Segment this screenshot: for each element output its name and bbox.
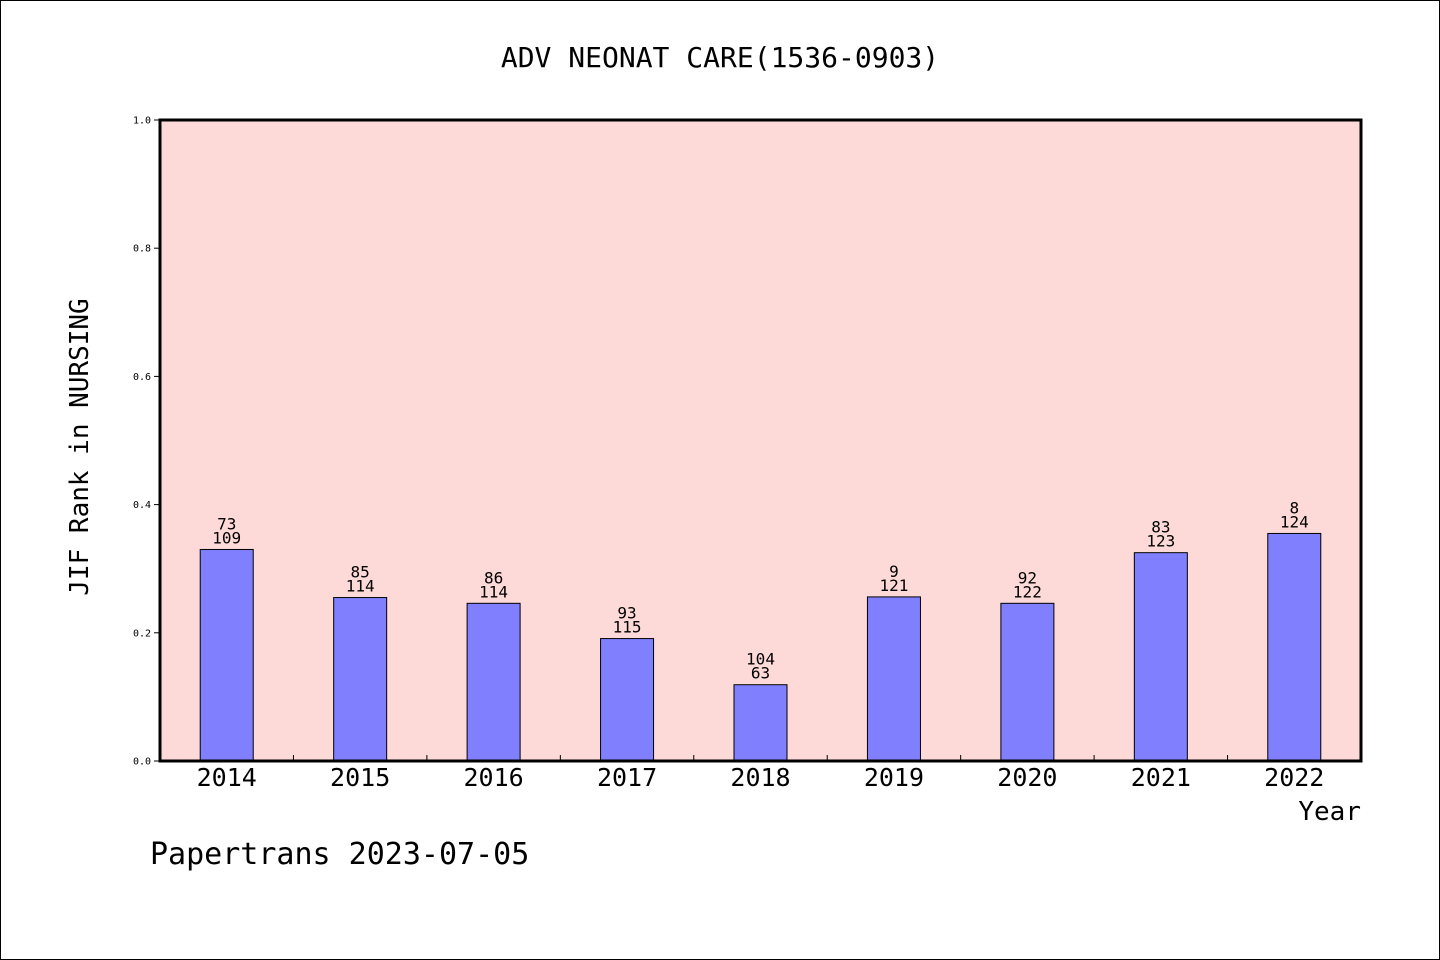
bar-label-top: 104 — [746, 650, 775, 669]
bar-2016 — [466, 602, 521, 762]
bar-2018 — [733, 684, 788, 762]
x-tick-label: 2015 — [330, 763, 390, 792]
x-tick-label: 2019 — [864, 763, 924, 792]
bar-label-bottom: 114 — [479, 582, 508, 601]
bar-label-top: 83 — [1151, 518, 1170, 537]
credit-text: Papertrans 2023-07-05 — [150, 837, 529, 872]
bar-2014 — [199, 548, 254, 762]
bar-label-bottom: 114 — [346, 577, 375, 596]
bar-label-bottom: 63 — [751, 664, 770, 683]
x-tick-label: 2022 — [1264, 763, 1324, 792]
bar-2015 — [333, 597, 388, 762]
x-tick-label: 2020 — [997, 763, 1057, 792]
bar-2020 — [1000, 602, 1055, 762]
x-tick-label: 2016 — [464, 763, 524, 792]
bar-label-bottom: 115 — [613, 618, 642, 637]
chart-title: ADV NEONAT CARE(1536-0903) — [501, 41, 939, 74]
x-axis: 2014 2015 2016 2017 2018 2019 2020 2021 2022 — [197, 755, 1324, 792]
bar-label-top: 85 — [351, 563, 370, 582]
y-tick-label: 0.8 — [133, 244, 151, 255]
bar-label-top: 92 — [1018, 568, 1037, 587]
bar-label-bottom: 124 — [1280, 512, 1309, 531]
bar-label-bottom: 123 — [1146, 532, 1175, 551]
bar-2017 — [600, 638, 655, 762]
bar-2022 — [1267, 532, 1322, 762]
bar-2021 — [1133, 552, 1188, 762]
bar-label-top: 93 — [617, 604, 636, 623]
bars-group — [199, 532, 1322, 762]
bar-label-bottom: 121 — [879, 576, 908, 595]
bar-label-top: 73 — [217, 514, 236, 533]
y-tick-label: 0.4 — [133, 500, 151, 511]
bar-label-top: 86 — [484, 568, 503, 587]
x-tick-label: 2018 — [730, 763, 790, 792]
y-tick-label: 1.0 — [133, 116, 151, 127]
y-tick-label: 0.2 — [133, 628, 151, 639]
x-axis-label: Year — [1298, 797, 1361, 827]
bar-2019 — [866, 596, 921, 762]
bar-label-bottom: 122 — [1013, 582, 1042, 601]
x-tick-label: 2021 — [1131, 763, 1191, 792]
bar-label-top: 8 — [1289, 498, 1299, 517]
bar-label-bottom: 109 — [212, 528, 241, 547]
y-tick-label: 0.0 — [133, 757, 151, 768]
y-axis-label: JIF Rank in NURSING — [65, 298, 95, 595]
x-tick-label: 2014 — [197, 763, 257, 792]
x-tick-label: 2017 — [597, 763, 657, 792]
bar-label-top: 9 — [889, 562, 899, 581]
y-tick-label: 0.6 — [133, 372, 151, 383]
plot-border — [158, 118, 1363, 763]
y-axis: 0.0 0.2 0.4 0.6 0.8 1.0 — [133, 116, 160, 768]
